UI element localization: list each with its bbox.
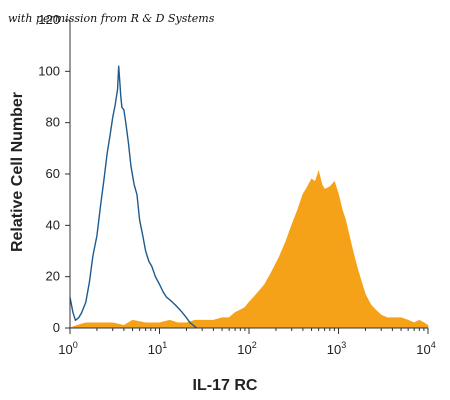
series-isotype-control-outline xyxy=(69,65,198,329)
x-tick-label: 104 xyxy=(416,340,435,357)
y-tick-label: 40 xyxy=(46,217,60,232)
plot-area xyxy=(69,65,429,329)
series-il17rc-stained-area xyxy=(69,169,429,329)
watermark-text: with permission from R & D Systems xyxy=(8,12,215,25)
y-tick-label: 20 xyxy=(46,269,60,284)
x-tick-label: 102 xyxy=(237,340,256,357)
x-axis-title: IL-17 RC xyxy=(193,377,258,394)
y-tick-label: 0 xyxy=(53,320,60,335)
y-axis-title: Relative Cell Number xyxy=(9,92,26,252)
x-tick-label: 103 xyxy=(327,340,346,357)
y-axis-ticks: 0 20 40 60 80 100 120 xyxy=(38,12,70,335)
x-tick-label: 100 xyxy=(58,340,77,357)
x-axis-ticks: 100 101 102 103 104 xyxy=(58,328,436,357)
y-tick-label: 120 xyxy=(38,12,60,27)
y-tick-label: 80 xyxy=(46,115,60,130)
y-tick-label: 100 xyxy=(38,63,60,78)
x-tick-label: 101 xyxy=(148,340,167,357)
y-tick-label: 60 xyxy=(46,166,60,181)
